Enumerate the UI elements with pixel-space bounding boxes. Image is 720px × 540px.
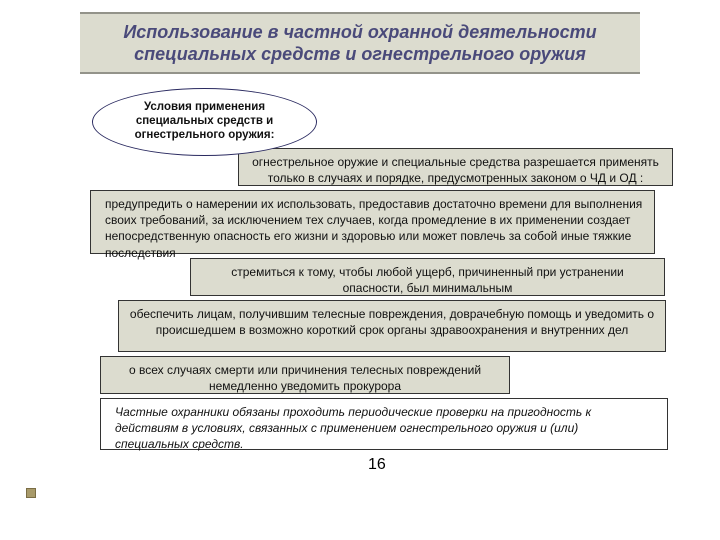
condition-card-5: о всех случаях смерти или причинения тел… [100,356,510,394]
slide-title-banner: Использование в частной охранной деятель… [80,12,640,74]
footnote-box: Частные охранники обязаны проходить пери… [100,398,668,450]
slide-title: Использование в частной охранной деятель… [90,21,630,66]
condition-card-2: предупредить о намерении их использовать… [90,190,655,254]
condition-card-1: огнестрельное оружие и специальные средс… [238,148,673,186]
conditions-ellipse: Условия применения специальных средств и… [92,88,317,156]
page-number: 16 [368,456,386,474]
conditions-ellipse-text: Условия применения специальных средств и… [107,101,302,142]
condition-card-3: стремиться к тому, чтобы любой ущерб, пр… [190,258,665,296]
condition-card-4: обеспечить лицам, получившим телесные по… [118,300,666,352]
slide-footer-bullet-icon [26,488,36,498]
